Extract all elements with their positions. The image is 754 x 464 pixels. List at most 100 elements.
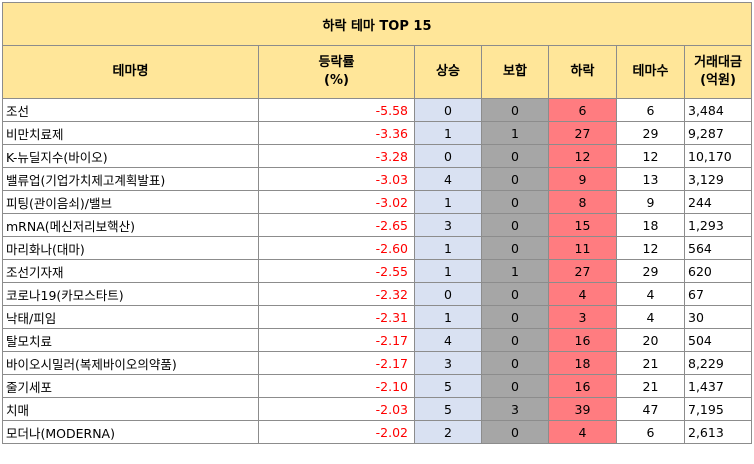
trade-volume-cell: 1,293 — [683, 213, 753, 237]
theme-name-cell: 탈모치료 — [2, 328, 259, 352]
trade-volume-cell: 3,484 — [683, 98, 753, 122]
trade-volume-cell: 8,229 — [683, 351, 753, 375]
trade-volume-cell: 67 — [683, 282, 753, 306]
table-row: 치매 -2.03 5 3 39 47 7,195 — [2, 397, 753, 421]
change-rate-cell: -2.02 — [258, 420, 415, 444]
theme-count-cell: 6 — [616, 98, 685, 122]
trade-volume-cell: 2,613 — [683, 420, 753, 444]
theme-name-cell: 비만치료제 — [2, 121, 259, 145]
table-row: 줄기세포 -2.10 5 0 16 21 1,437 — [2, 374, 753, 398]
unchanged-count-cell: 1 — [481, 259, 549, 283]
table-row: 비만치료제 -3.36 1 1 27 29 9,287 — [2, 121, 753, 145]
trade-volume-cell: 620 — [683, 259, 753, 283]
falling-count-cell: 3 — [548, 305, 617, 329]
unchanged-count-cell: 0 — [481, 144, 549, 168]
unchanged-count-cell: 0 — [481, 328, 549, 352]
unchanged-count-cell: 0 — [481, 213, 549, 237]
theme-name-cell: 바이오시밀러(복제바이오의약품) — [2, 351, 259, 375]
rising-count-cell: 0 — [414, 98, 482, 122]
title-row: 하락 테마 TOP 15 — [1, 2, 753, 46]
falling-count-cell: 16 — [548, 328, 617, 352]
unchanged-count-cell: 0 — [481, 98, 549, 122]
trade-volume-cell: 3,129 — [683, 167, 753, 191]
header-flat: 보합 — [481, 45, 549, 99]
header-rate: 등락률 (%) — [258, 45, 415, 99]
table-row: 탈모치료 -2.17 4 0 16 20 504 — [2, 328, 753, 352]
rising-count-cell: 1 — [414, 259, 482, 283]
theme-count-cell: 20 — [616, 328, 685, 352]
theme-count-cell: 4 — [616, 305, 685, 329]
unchanged-count-cell: 3 — [481, 397, 549, 421]
unchanged-count-cell: 0 — [481, 167, 549, 191]
header-row: 테마명 등락률 (%) 상승 보합 하락 테마수 거래대금 (억원) — [2, 45, 753, 99]
table-row: 낙태/피임 -2.31 1 0 3 4 30 — [2, 305, 753, 329]
change-rate-cell: -2.31 — [258, 305, 415, 329]
falling-count-cell: 18 — [548, 351, 617, 375]
theme-count-cell: 9 — [616, 190, 685, 214]
table-row: 코로나19(카모스타트) -2.32 0 0 4 4 67 — [2, 282, 753, 306]
falling-count-cell: 4 — [548, 282, 617, 306]
theme-name-cell: 마리화나(대마) — [2, 236, 259, 260]
falling-count-cell: 27 — [548, 121, 617, 145]
theme-count-cell: 21 — [616, 374, 685, 398]
falling-count-cell: 15 — [548, 213, 617, 237]
trade-volume-cell: 9,287 — [683, 121, 753, 145]
rising-count-cell: 0 — [414, 144, 482, 168]
header-count: 테마수 — [616, 45, 685, 99]
change-rate-cell: -2.32 — [258, 282, 415, 306]
change-rate-cell: -2.55 — [258, 259, 415, 283]
table-title: 하락 테마 TOP 15 — [1, 2, 753, 46]
table-row: 마리화나(대마) -2.60 1 0 11 12 564 — [2, 236, 753, 260]
change-rate-cell: -5.58 — [258, 98, 415, 122]
theme-name-cell: 낙태/피임 — [2, 305, 259, 329]
theme-count-cell: 21 — [616, 351, 685, 375]
theme-count-cell: 12 — [616, 144, 685, 168]
theme-name-cell: 밸류업(기업가치제고계획발표) — [2, 167, 259, 191]
theme-count-cell: 6 — [616, 420, 685, 444]
unchanged-count-cell: 1 — [481, 121, 549, 145]
theme-count-cell: 13 — [616, 167, 685, 191]
theme-count-cell: 18 — [616, 213, 685, 237]
trade-volume-cell: 7,195 — [683, 397, 753, 421]
theme-name-cell: mRNA(메신저리보핵산) — [2, 213, 259, 237]
rising-count-cell: 1 — [414, 236, 482, 260]
theme-name-cell: 피팅(관이음쇠)/밸브 — [2, 190, 259, 214]
rising-count-cell: 1 — [414, 305, 482, 329]
change-rate-cell: -2.65 — [258, 213, 415, 237]
falling-count-cell: 11 — [548, 236, 617, 260]
theme-name-cell: 줄기세포 — [2, 374, 259, 398]
theme-table: 하락 테마 TOP 15 테마명 등락률 (%) 상승 보합 하락 테마수 거래대… — [1, 2, 753, 444]
unchanged-count-cell: 0 — [481, 420, 549, 444]
unchanged-count-cell: 0 — [481, 374, 549, 398]
rising-count-cell: 1 — [414, 190, 482, 214]
trade-volume-cell: 504 — [683, 328, 753, 352]
theme-count-cell: 47 — [616, 397, 685, 421]
table-row: 피팅(관이음쇠)/밸브 -3.02 1 0 8 9 244 — [2, 190, 753, 214]
header-up: 상승 — [414, 45, 482, 99]
unchanged-count-cell: 0 — [481, 282, 549, 306]
table-row: 조선기자재 -2.55 1 1 27 29 620 — [2, 259, 753, 283]
change-rate-cell: -2.60 — [258, 236, 415, 260]
unchanged-count-cell: 0 — [481, 190, 549, 214]
rising-count-cell: 0 — [414, 282, 482, 306]
change-rate-cell: -2.17 — [258, 328, 415, 352]
trade-volume-cell: 30 — [683, 305, 753, 329]
header-name: 테마명 — [2, 45, 259, 99]
falling-count-cell: 39 — [548, 397, 617, 421]
header-down: 하락 — [548, 45, 617, 99]
unchanged-count-cell: 0 — [481, 351, 549, 375]
change-rate-cell: -2.03 — [258, 397, 415, 421]
falling-count-cell: 12 — [548, 144, 617, 168]
change-rate-cell: -2.10 — [258, 374, 415, 398]
falling-count-cell: 27 — [548, 259, 617, 283]
rising-count-cell: 5 — [414, 374, 482, 398]
change-rate-cell: -3.36 — [258, 121, 415, 145]
rising-count-cell: 1 — [414, 121, 482, 145]
falling-count-cell: 8 — [548, 190, 617, 214]
rising-count-cell: 3 — [414, 213, 482, 237]
trade-volume-cell: 10,170 — [683, 144, 753, 168]
falling-count-cell: 9 — [548, 167, 617, 191]
table-row: mRNA(메신저리보핵산) -2.65 3 0 15 18 1,293 — [2, 213, 753, 237]
falling-count-cell: 16 — [548, 374, 617, 398]
change-rate-cell: -2.17 — [258, 351, 415, 375]
